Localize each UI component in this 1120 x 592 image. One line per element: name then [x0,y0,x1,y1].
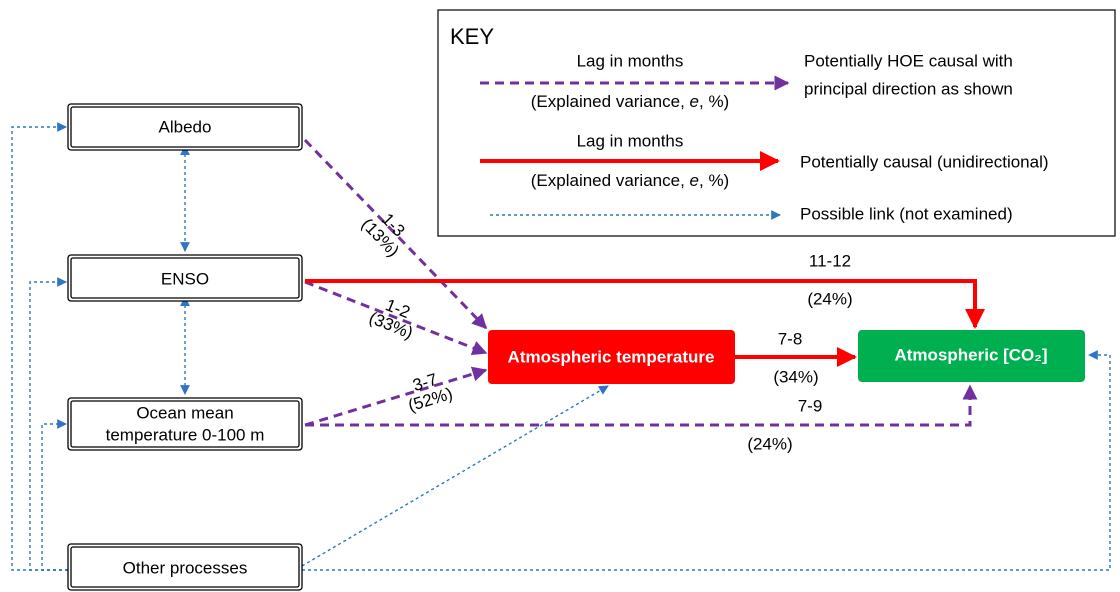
node-label: ENSO [161,269,209,288]
hoe-arrow [304,366,488,427]
possible-links [11,122,1111,571]
key-variance: (Explained variance, e, %) [531,92,729,111]
edge-label: 1-3 (13%) [358,210,409,261]
node-label: Albedo [159,117,212,136]
node: Other processes [67,543,303,591]
key-box [437,9,1116,237]
node-label: Other processes [123,558,248,577]
node: Atmospheric [CO₂] [858,330,1085,382]
key-lag: Lag in months [577,51,684,70]
link [29,277,68,571]
edge-lag: 11-12 [809,251,851,270]
key-title: KEY [450,24,494,49]
key-description: Possible link (not examined) [800,204,1013,223]
key-variance: (Explained variance, e, %) [531,171,729,190]
causal-arrow [305,279,985,329]
node-label: Atmospheric temperature [508,347,715,366]
edge-variance: (24%) [807,289,852,308]
edge-variance: (24%) [747,434,792,453]
node: Albedo [67,103,303,151]
edge-lag: 7-8 [778,329,803,348]
hoe-arrow [303,138,488,330]
node: ENSO [67,254,303,302]
edge-label: 1-2 (33%) [366,295,415,342]
link [301,385,609,567]
key-description: Potentially HOE causal with [804,51,1013,70]
node-label: temperature 0-100 m [106,425,265,444]
edge-lag: 7-9 [798,396,823,415]
link [41,419,68,571]
hoe-arrow [304,280,488,356]
key: KEY Lag in months (Explained variance, e… [437,9,1116,237]
edge-variance: (34%) [773,367,818,386]
link [11,122,68,571]
node: Ocean mean temperature 0-100 m [67,397,303,451]
link [302,350,1111,571]
edge-label: 3-7 (52%) [406,370,455,416]
key-description: principal direction as shown [804,79,1013,98]
node-label: Ocean mean [136,403,233,422]
key-description: Potentially causal (unidirectional) [800,152,1049,171]
node: Atmospheric temperature [488,330,735,384]
hoe-arrow [305,384,978,427]
node-label: Atmospheric [CO₂] [894,345,1047,364]
key-lag: Lag in months [577,131,684,150]
